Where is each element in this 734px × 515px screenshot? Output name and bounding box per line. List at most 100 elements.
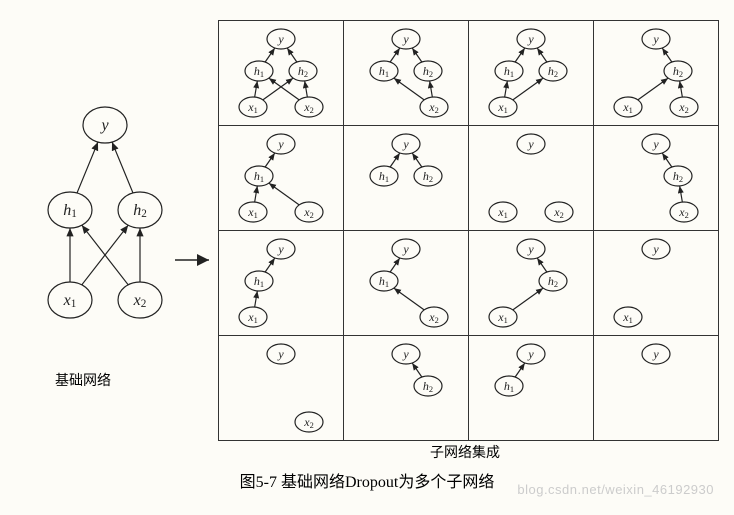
grid-cell: y h1 x1 x2 [219,126,344,231]
node-x1: x1 [489,307,517,327]
node-x2: x2 [295,202,323,222]
edge [537,48,547,62]
node-y: y [517,344,545,364]
grid-cell: yh2x1 [469,231,594,336]
node-h1: h1 [495,376,523,396]
edge [412,48,422,62]
svg-text:y: y [402,137,409,151]
edge [394,78,424,100]
edge [269,183,299,205]
node-y: y [642,344,670,364]
svg-text:y: y [402,347,409,361]
svg-text:y: y [402,32,409,46]
edge [265,153,275,167]
node-y: y [642,239,670,259]
edge [287,48,297,62]
node-h2: h2 [664,61,692,81]
grid-cell: yx1x2 [469,126,594,231]
node-h2: h2 [118,192,162,228]
node-h1: h1 [245,166,273,186]
node-y: y [642,29,670,49]
svg-text:y: y [652,242,659,256]
node-y: y [267,239,295,259]
node-h1: h1 [370,166,398,186]
edge [263,78,293,100]
grid-cell: y h1 [469,336,594,441]
edge [305,81,308,97]
node-x2: x2 [545,202,573,222]
grid-cell: y h2 x1 x2 [594,21,719,126]
node-x2: x2 [118,282,162,318]
grid-cell: y h2 x2 [594,126,719,231]
node-y: y [392,239,420,259]
grid-cell: y h1 x2 [344,231,469,336]
edge [77,142,98,193]
edge [638,78,668,100]
svg-text:y: y [527,32,534,46]
node-h2: h2 [664,166,692,186]
edge [412,363,422,377]
svg-text:y: y [527,347,534,361]
node-y: y [267,134,295,154]
edge [537,258,547,272]
grid-cell: y h1 h2 x2 [344,21,469,126]
node-h1: h1 [370,271,398,291]
watermark-text: blog.csdn.net/weixin_46192930 [517,482,714,497]
edge [430,81,433,97]
node-h2: h2 [414,376,442,396]
subnetwork-grid: yh1h2x1x2yh1h2x2yh1h2x1yh2x1x2yh1x1x2yh1… [218,20,719,441]
node-h2: h2 [539,61,567,81]
node-y: y [392,344,420,364]
grid-cell: yx1 [594,231,719,336]
edge [513,78,543,100]
node-x1: x1 [239,202,267,222]
node-h2: h2 [289,61,317,81]
node-y: y [517,239,545,259]
edge [662,153,672,167]
svg-text:y: y [277,242,284,256]
node-h1: h1 [245,271,273,291]
node-x2: x2 [670,97,698,117]
node-x1: x1 [239,97,267,117]
node-x1: x1 [489,202,517,222]
grid-cell: y h1 h2 x1 [469,21,594,126]
edge [265,48,275,62]
edge [390,153,400,167]
node-x2: x2 [295,97,323,117]
subnetwork-label: 子网络集成 [430,442,500,462]
edge [390,258,400,272]
node-x2: x2 [670,202,698,222]
node-y: y [392,29,420,49]
svg-text:y: y [99,117,109,134]
edge [515,48,525,62]
node-y: y [642,134,670,154]
node-x2: x2 [295,412,323,432]
edge [255,81,258,97]
node-h2: h2 [414,61,442,81]
node-x1: x1 [614,97,642,117]
node-h1: h1 [48,192,92,228]
edge [394,288,424,310]
edge [390,48,400,62]
edge [112,142,133,193]
node-h1: h1 [495,61,523,81]
node-x2: x2 [420,97,448,117]
edge [680,186,683,202]
edge [515,363,525,377]
svg-text:y: y [652,32,659,46]
node-x2: x2 [420,307,448,327]
grid-cell: y [594,336,719,441]
grid-cell: yh1x1 [219,231,344,336]
node-h1: h1 [370,61,398,81]
node-x1: x1 [489,97,517,117]
grid-cell: yh1h2x1x2 [219,21,344,126]
base-network-label: 基础网络 [55,370,111,390]
svg-text:y: y [652,137,659,151]
edge [680,81,683,97]
svg-text:y: y [277,32,284,46]
edge [265,258,275,272]
node-y: y [83,107,127,143]
edge [255,291,258,307]
grid-cell: yh1h2 [344,126,469,231]
svg-text:y: y [277,137,284,151]
